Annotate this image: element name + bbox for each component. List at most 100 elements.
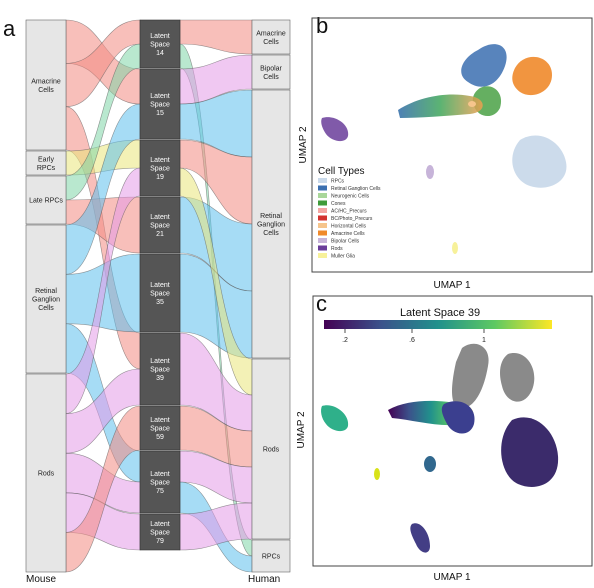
umap-b-legend-title: Cell Types	[318, 166, 365, 177]
legend-swatch	[318, 215, 327, 221]
legend-swatch	[318, 223, 327, 228]
legend-label: Bipolar Cells	[331, 239, 360, 245]
umap-b-muller-cluster	[452, 242, 458, 254]
sankey-middle-node-label: Latent Space 15	[150, 93, 170, 117]
sankey-middle-node	[139, 139, 181, 197]
sankey-right-node	[251, 19, 291, 55]
sankey-left-axis-label: Mouse	[26, 574, 56, 585]
sankey-middle-node-label: Latent Space 19	[150, 157, 170, 181]
umap-b-rods-cluster	[321, 117, 349, 142]
umap-b-amacrine-cluster	[512, 56, 552, 96]
umap-b-ylabel: UMAP 2	[298, 126, 309, 163]
sankey-middle-node-label: Latent Space 35	[150, 282, 170, 306]
sankey-middle-node-label: Latent Space 75	[150, 471, 170, 495]
legend-swatch	[318, 238, 327, 243]
legend-label: Cones	[331, 201, 346, 207]
sankey-left-node-label: Late RPCs	[29, 198, 63, 205]
sankey-left-node-label: Retinal Ganglion Cells	[32, 288, 60, 312]
sankey-left-nodes: Amacrine Cells Early RPCs Late RPCs Retinal Ga…	[25, 19, 67, 573]
umap-c-ylabel: UMAP 2	[296, 411, 307, 448]
umap-c-rpcs-cluster	[501, 417, 559, 487]
umap-b-rpcs-cluster	[512, 135, 567, 188]
umap-c-bottom-cluster	[410, 523, 430, 553]
legend-swatch	[318, 193, 327, 198]
sankey-left-node-label: Amacrine Cells	[31, 78, 61, 94]
sankey-middle-node	[139, 196, 181, 254]
sankey-left-node	[25, 19, 67, 151]
sankey-right-node-label: Retinal Ganglion Cells	[257, 213, 285, 237]
umap-c-rods-cluster	[321, 405, 349, 432]
sankey-left-node	[25, 150, 67, 176]
umap-c-grey-right	[500, 352, 535, 402]
legend-label: Horizontal Cells	[331, 224, 367, 230]
umap-b-frame	[311, 17, 593, 273]
umap-b-clusters	[321, 44, 567, 254]
colorbar-tick-label: .2	[342, 337, 348, 344]
sankey-middle-node	[139, 68, 181, 140]
sankey-flows	[65, 19, 253, 573]
legend-label: RPCs	[331, 179, 345, 185]
legend-swatch	[318, 230, 327, 236]
umap-c-clusters	[321, 343, 559, 553]
sankey-right-axis-label: Human	[248, 574, 280, 585]
sankey-middle-node	[139, 513, 181, 551]
panel-letter-c: c	[316, 291, 327, 316]
legend-label: BC/Photo_Precurs	[331, 216, 373, 222]
colorbar-tick-label: 1	[482, 337, 486, 344]
sankey-right-node-label: RPCs	[262, 554, 281, 561]
umap-c-xlabel: UMAP 1	[433, 572, 470, 583]
sankey-middle-node-label: Latent Space 59	[150, 417, 170, 441]
sankey-flow-right-0	[179, 19, 253, 55]
umap-c-frame	[312, 295, 593, 567]
legend-label: Rods	[331, 246, 343, 252]
legend-swatch	[318, 178, 327, 183]
legend-label: AC/HC_Precurs	[331, 209, 367, 215]
sankey-right-node-label: Rods	[263, 447, 280, 454]
sankey-middle-node-label: Latent Space 39	[150, 358, 170, 382]
sankey-middle-node	[139, 253, 181, 333]
sankey-middle-node	[139, 450, 181, 514]
sankey-right-node-label: Bipolar Cells	[260, 65, 282, 81]
sankey-right-node	[251, 358, 291, 540]
umap-c-yellow-cluster	[374, 468, 380, 480]
sankey-left-node	[25, 224, 67, 374]
sankey-middle-node	[139, 332, 181, 406]
sankey-middle-node	[139, 19, 181, 69]
umap-b-precursor-stream	[398, 94, 483, 118]
sankey-right-nodes: Amacrine Cells Bipolar Cells Retinal Ganglion…	[251, 19, 291, 573]
umap-c-title: Latent Space 39	[400, 307, 480, 319]
sankey-left-node-label: Rods	[38, 471, 55, 478]
legend-swatch	[318, 253, 327, 258]
sankey-right-node	[251, 539, 291, 573]
legend-swatch	[318, 185, 327, 191]
umap-b-bipolar-cluster	[426, 165, 434, 179]
umap-c-colorbar-ticks: .2 .6 1	[342, 329, 486, 344]
sankey-middle-nodes: Latent Space 14 Latent Space 15 Latent Space 19 L…	[139, 19, 181, 551]
legend-label: Amacrine Cells	[331, 231, 365, 237]
legend-swatch	[318, 208, 327, 213]
panel-letter-a: a	[3, 16, 16, 41]
sankey-middle-node-label: Latent Space 21	[150, 214, 170, 238]
umap-b-horizontal-cluster	[468, 101, 476, 107]
sankey-middle-node-label: Latent Space 79	[150, 521, 170, 545]
legend-label: Neurogenic Cells	[331, 194, 370, 200]
sankey-left-node-label: Early RPCs	[37, 156, 56, 172]
sankey-right-node	[251, 54, 291, 90]
colorbar-tick-label: .6	[409, 337, 415, 344]
umap-c-small-cluster	[424, 456, 436, 472]
sankey-left-node	[25, 373, 67, 573]
sankey-left-node	[25, 175, 67, 225]
sankey-middle-node	[139, 405, 181, 451]
sankey-right-node-label: Amacrine Cells	[256, 30, 286, 46]
legend-label: Muller Glia	[331, 254, 355, 260]
sankey-middle-node-label: Latent Space 14	[150, 33, 170, 57]
umap-c-dark-mid	[441, 401, 475, 434]
panel-letter-b: b	[316, 13, 328, 38]
umap-c-colorbar	[324, 320, 552, 329]
umap-b-rgc-cluster	[461, 44, 507, 87]
legend-swatch	[318, 200, 327, 206]
legend-swatch	[318, 245, 327, 251]
umap-c-grey-top	[452, 343, 489, 409]
